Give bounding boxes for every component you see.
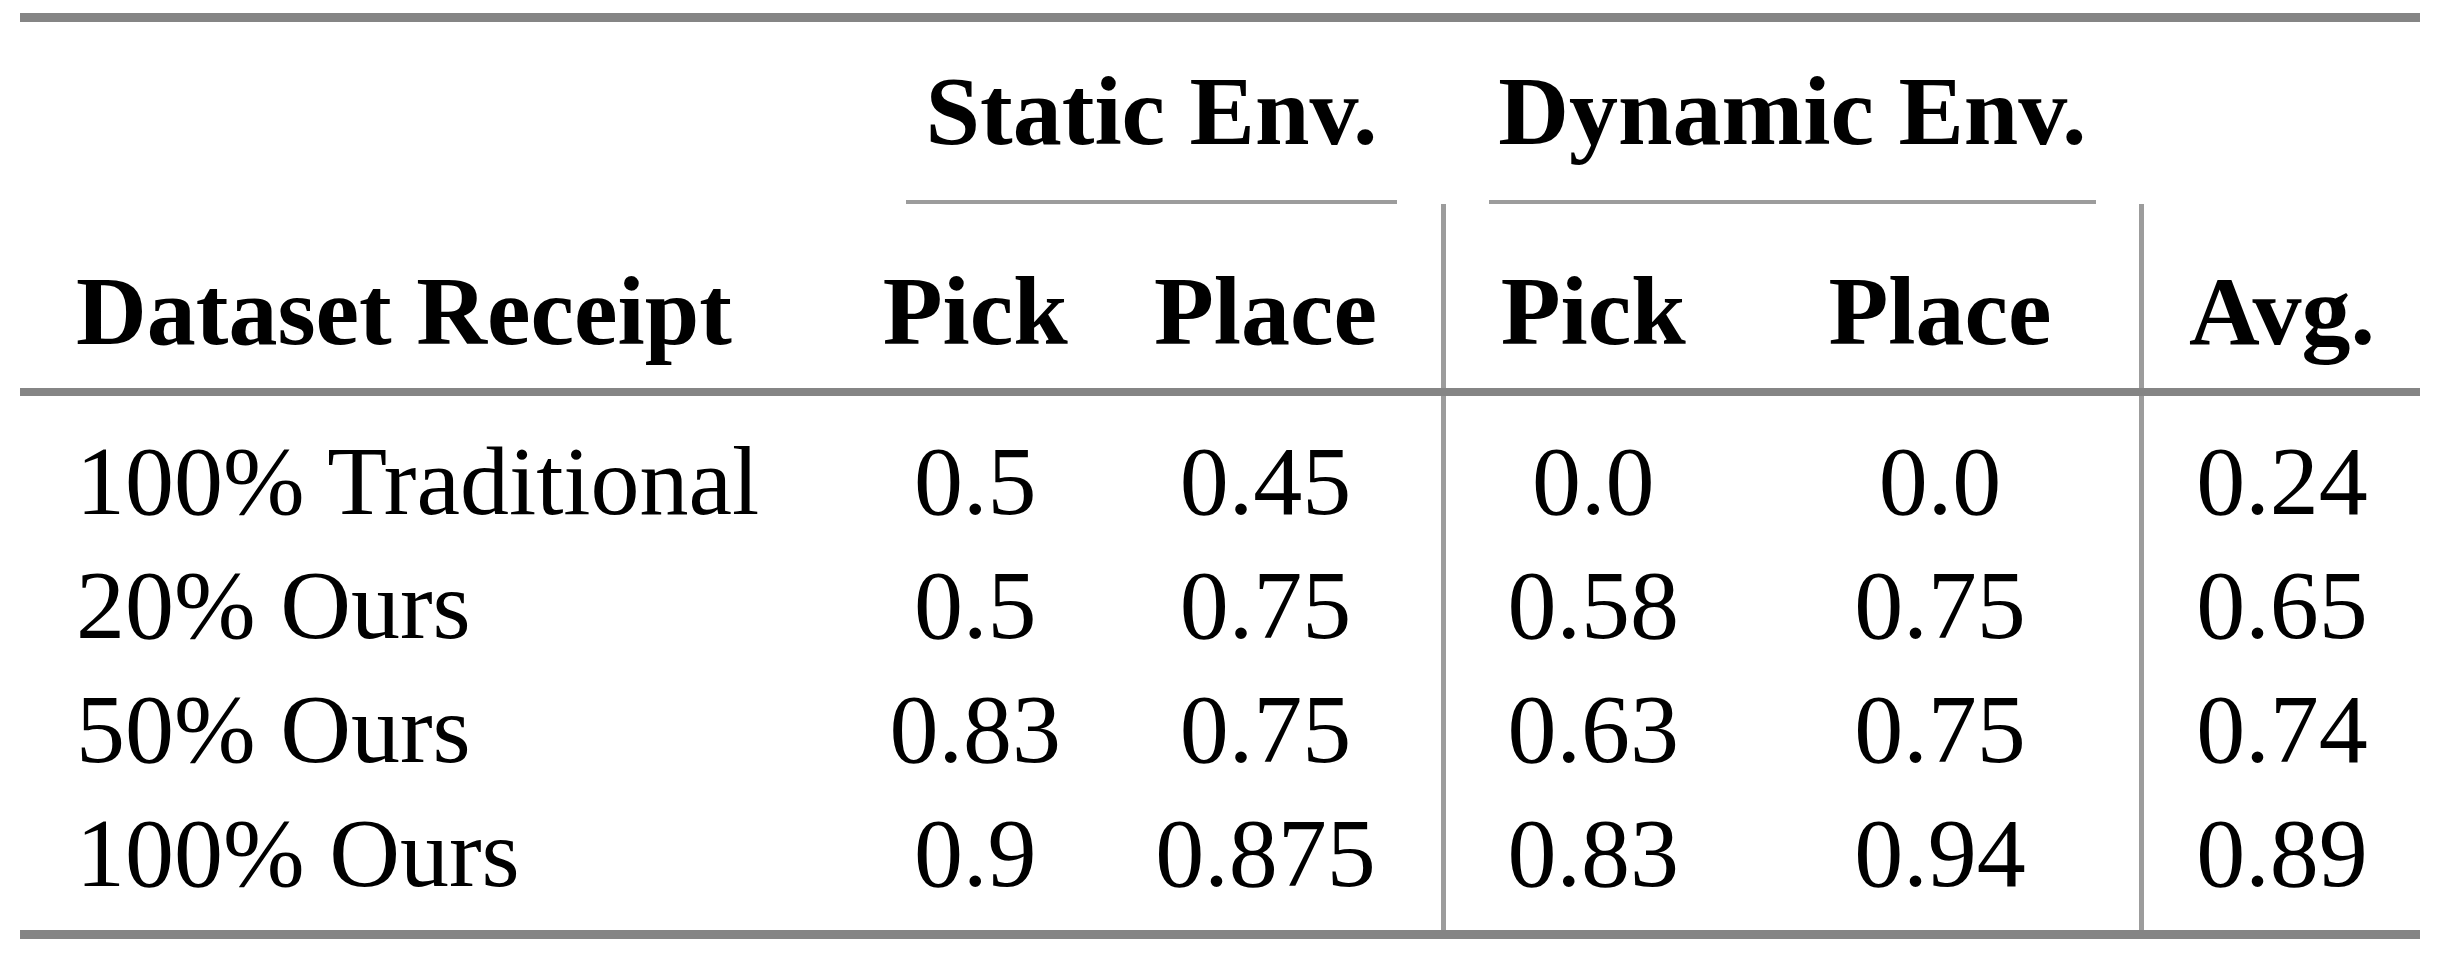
results-table: Static Env. Dynamic Env. Dataset Receipt… bbox=[20, 22, 2420, 930]
column-header-row: Dataset Receipt Pick Place Pick Place Av… bbox=[20, 204, 2420, 392]
table-row: 50% Ours 0.83 0.75 0.63 0.75 0.74 bbox=[20, 667, 2420, 791]
col-header-avg: Avg. bbox=[2142, 204, 2420, 392]
static-env-label: Static Env. bbox=[860, 62, 1443, 160]
cell-static-place: 0.45 bbox=[1090, 392, 1443, 543]
group-spacer-right bbox=[2142, 22, 2420, 204]
group-spacer-left bbox=[20, 22, 860, 204]
cell-dynamic-place: 0.94 bbox=[1741, 791, 2142, 930]
cell-avg: 0.74 bbox=[2142, 667, 2420, 791]
cell-dynamic-place: 0.75 bbox=[1741, 667, 2142, 791]
cell-avg: 0.65 bbox=[2142, 543, 2420, 667]
cell-static-place: 0.875 bbox=[1090, 791, 1443, 930]
table-row: 20% Ours 0.5 0.75 0.58 0.75 0.65 bbox=[20, 543, 2420, 667]
column-group-dynamic-env: Dynamic Env. bbox=[1443, 22, 2141, 204]
cell-static-pick: 0.5 bbox=[860, 543, 1090, 667]
cell-dynamic-pick: 0.0 bbox=[1443, 392, 1741, 543]
row-label: 100% Traditional bbox=[20, 392, 860, 543]
table-row: 100% Traditional 0.5 0.45 0.0 0.0 0.24 bbox=[20, 392, 2420, 543]
cell-avg: 0.89 bbox=[2142, 791, 2420, 930]
column-group-row: Static Env. Dynamic Env. bbox=[20, 22, 2420, 204]
cell-static-place: 0.75 bbox=[1090, 543, 1443, 667]
paper-table-figure: Static Env. Dynamic Env. Dataset Receipt… bbox=[0, 13, 2440, 966]
cell-avg: 0.24 bbox=[2142, 392, 2420, 543]
cell-static-pick: 0.83 bbox=[860, 667, 1090, 791]
row-label: 20% Ours bbox=[20, 543, 860, 667]
cell-dynamic-pick: 0.63 bbox=[1443, 667, 1741, 791]
cell-static-pick: 0.9 bbox=[860, 791, 1090, 930]
top-rule bbox=[20, 13, 2420, 22]
col-header-dynamic-pick: Pick bbox=[1443, 204, 1741, 392]
cell-dynamic-pick: 0.58 bbox=[1443, 543, 1741, 667]
col-header-static-pick: Pick bbox=[860, 204, 1090, 392]
bottom-rule bbox=[20, 930, 2420, 939]
col-header-dataset-receipt: Dataset Receipt bbox=[20, 204, 860, 392]
cell-dynamic-place: 0.75 bbox=[1741, 543, 2142, 667]
col-header-static-place: Place bbox=[1090, 204, 1443, 392]
column-group-static-env: Static Env. bbox=[860, 22, 1443, 204]
dynamic-env-label: Dynamic Env. bbox=[1443, 62, 2141, 160]
row-label: 100% Ours bbox=[20, 791, 860, 930]
col-header-dynamic-place: Place bbox=[1741, 204, 2142, 392]
cell-static-pick: 0.5 bbox=[860, 392, 1090, 543]
cell-dynamic-pick: 0.83 bbox=[1443, 791, 1741, 930]
table-row: 100% Ours 0.9 0.875 0.83 0.94 0.89 bbox=[20, 791, 2420, 930]
cell-dynamic-place: 0.0 bbox=[1741, 392, 2142, 543]
row-label: 50% Ours bbox=[20, 667, 860, 791]
cell-static-place: 0.75 bbox=[1090, 667, 1443, 791]
